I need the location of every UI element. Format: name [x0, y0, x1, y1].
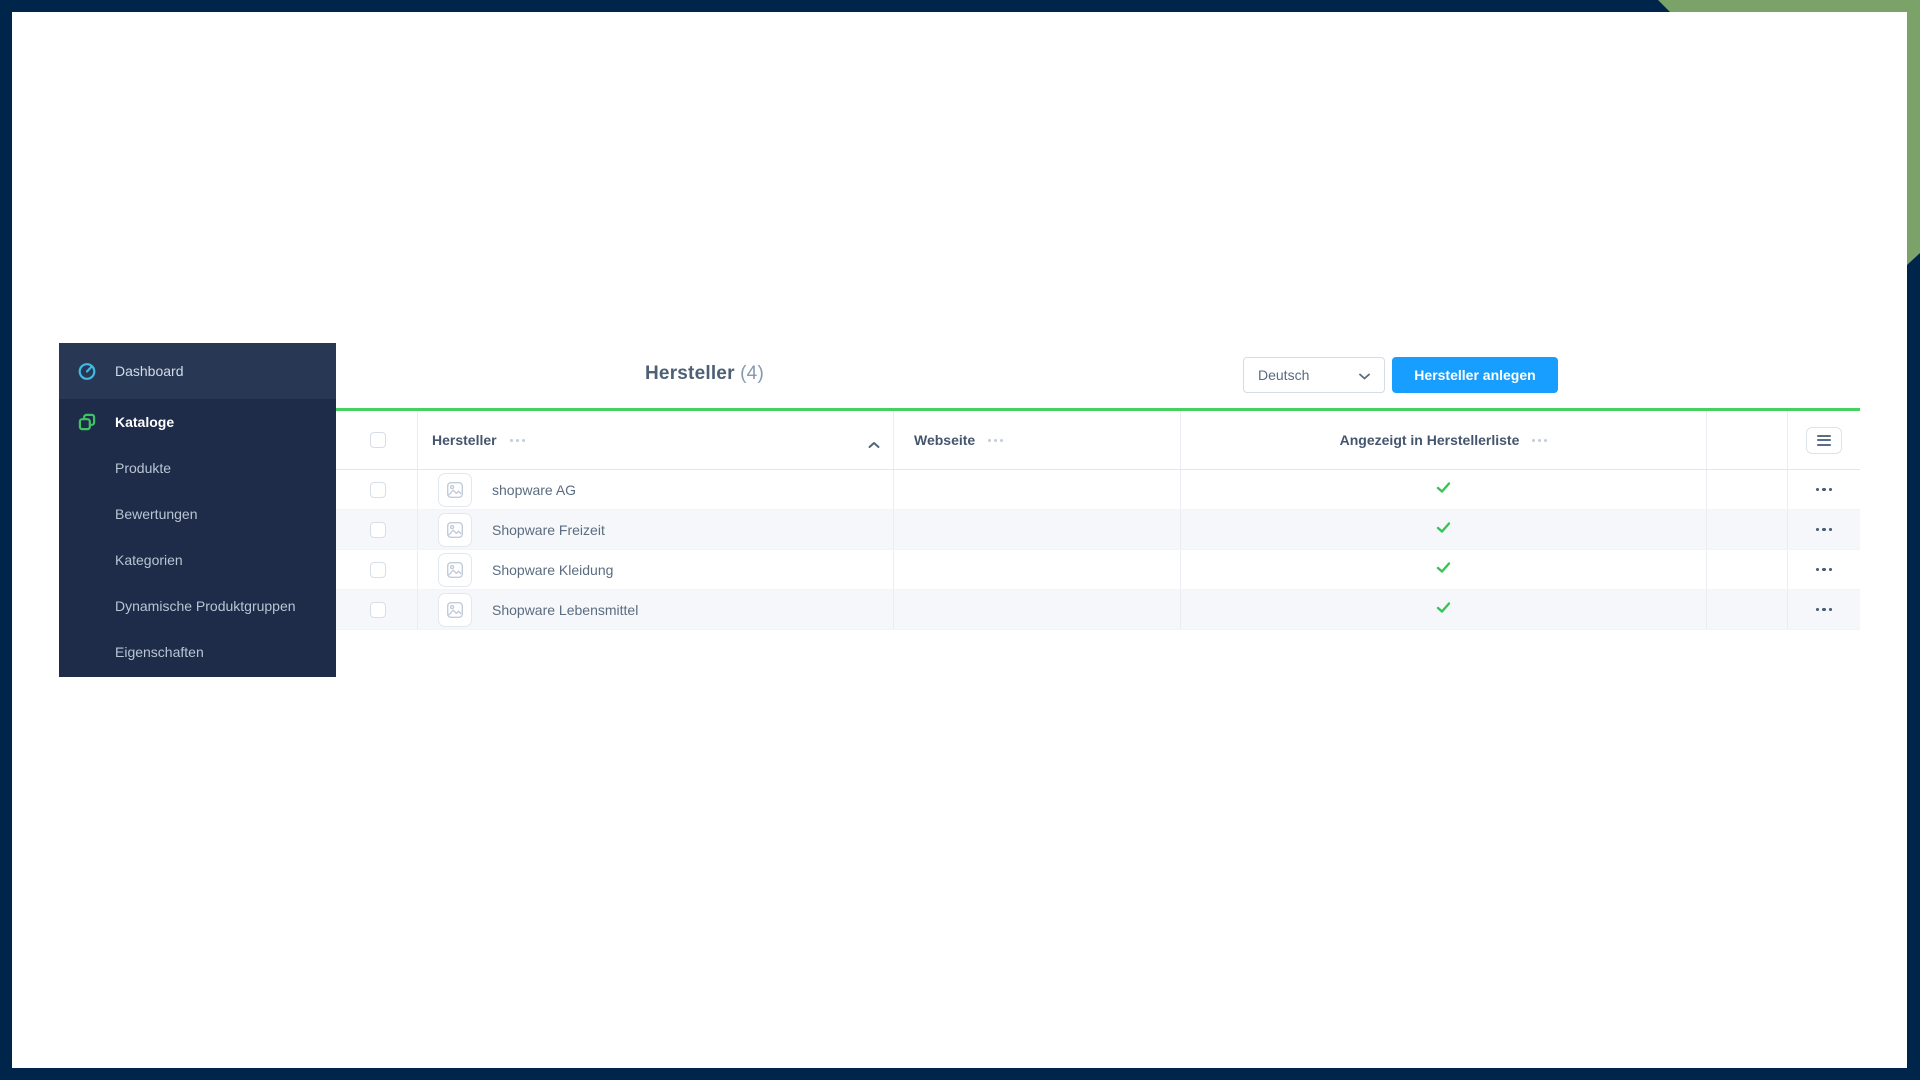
table-row[interactable]: Shopware Lebensmittel [330, 590, 1860, 630]
empty-cell [1706, 470, 1787, 509]
column-header-hersteller[interactable]: Hersteller [432, 432, 497, 448]
shown-check-icon [1436, 561, 1451, 579]
table-header-row: Hersteller Webseite Angezeigt in Herstel… [330, 411, 1860, 470]
language-select[interactable]: Deutsch [1243, 357, 1385, 393]
table-accent-line [330, 408, 1860, 411]
menu-item-label: Produkte [115, 460, 172, 476]
catalogues-flyout-menu: Dashboard Kataloge Produkte Bewertungen … [59, 343, 336, 677]
menu-item-label: Dashboard [115, 363, 184, 379]
manufacturer-name-link[interactable]: Shopware Freizeit [492, 521, 605, 538]
shown-check-icon [1436, 601, 1451, 619]
row-context-menu-button[interactable] [1812, 602, 1837, 618]
table-row[interactable]: Shopware Freizeit [330, 510, 1860, 550]
frame-border-left [0, 0, 12, 1080]
frame-border-right [1907, 0, 1920, 1080]
frame-border-top [0, 0, 1920, 12]
manufacturer-table: Hersteller Webseite Angezeigt in Herstel… [330, 408, 1860, 630]
catalogues-icon [77, 412, 97, 432]
frame-border-bottom [0, 1068, 1920, 1080]
menu-item-label: Eigenschaften [115, 644, 204, 660]
column-header-webseite[interactable]: Webseite [914, 432, 976, 448]
frame-green-corner-accent [1658, 0, 1920, 265]
row-checkbox[interactable] [369, 521, 386, 538]
webseite-cell [893, 510, 1180, 549]
webseite-cell [893, 470, 1180, 509]
column-options-icon[interactable] [509, 438, 525, 442]
empty-column [1706, 411, 1787, 469]
table-row[interactable]: Shopware Kleidung [330, 550, 1860, 590]
menu-item-eigenschaften[interactable]: Eigenschaften [59, 629, 336, 675]
select-all-checkbox[interactable] [369, 432, 386, 448]
row-context-menu-button[interactable] [1812, 482, 1837, 498]
row-context-menu-button[interactable] [1812, 522, 1837, 538]
manufacturer-name-link[interactable]: shopware AG [492, 481, 577, 498]
sort-ascending-icon[interactable] [868, 436, 880, 454]
page-title-text: Hersteller [645, 363, 735, 384]
empty-cell [1706, 590, 1787, 629]
row-context-menu-button[interactable] [1812, 562, 1837, 578]
menu-item-label: Bewertungen [115, 506, 198, 522]
shown-check-icon [1436, 521, 1451, 539]
menu-item-label: Kataloge [115, 414, 175, 430]
empty-cell [1706, 510, 1787, 549]
webseite-cell [893, 590, 1180, 629]
row-checkbox[interactable] [369, 601, 386, 618]
menu-item-label: Dynamische Produktgruppen [115, 598, 296, 614]
create-manufacturer-button[interactable]: Hersteller anlegen [1392, 357, 1558, 393]
column-header-angezeigt[interactable]: Angezeigt in Herstellerliste [1339, 432, 1520, 448]
menu-item-kategorien[interactable]: Kategorien [59, 537, 336, 583]
empty-cell [1706, 550, 1787, 589]
media-placeholder-icon [438, 512, 472, 547]
page-title: Hersteller (4) [645, 363, 764, 385]
menu-item-dashboard[interactable]: Dashboard [59, 343, 336, 399]
column-options-icon[interactable] [988, 438, 1004, 442]
webseite-cell [893, 550, 1180, 589]
table-settings-button[interactable] [1806, 426, 1842, 454]
menu-item-dynamische-produktgruppen[interactable]: Dynamische Produktgruppen [59, 583, 336, 629]
manufacturer-name-link[interactable]: Shopware Kleidung [492, 561, 614, 578]
media-placeholder-icon [438, 552, 472, 587]
column-options-icon[interactable] [1532, 438, 1548, 442]
language-select-value: Deutsch [1258, 367, 1310, 383]
media-placeholder-icon [438, 592, 472, 627]
table-row[interactable]: shopware AG [330, 470, 1860, 510]
media-placeholder-icon [438, 472, 472, 507]
chevron-down-icon [1359, 367, 1370, 383]
dashboard-gauge-icon [77, 361, 97, 381]
manufacturer-name-link[interactable]: Shopware Lebensmittel [492, 601, 639, 618]
row-checkbox[interactable] [369, 481, 386, 498]
menu-item-produkte[interactable]: Produkte [59, 445, 336, 491]
menu-item-label: Kategorien [115, 552, 183, 568]
menu-item-bewertungen[interactable]: Bewertungen [59, 491, 336, 537]
page-title-count: (4) [740, 363, 764, 384]
row-checkbox[interactable] [369, 561, 386, 578]
menu-item-kataloge[interactable]: Kataloge [59, 399, 336, 445]
shown-check-icon [1436, 481, 1451, 499]
